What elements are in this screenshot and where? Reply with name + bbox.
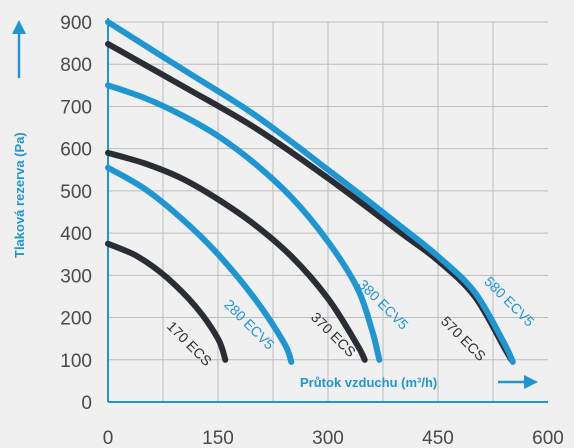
y-tick-label: 800	[60, 55, 92, 76]
series-line-380-ecv5	[105, 82, 383, 363]
axis-layer: 0 100 200 300 400 500 600 700 800 900 0 150 300 450 60…	[60, 13, 564, 448]
y-axis-arrow-head	[12, 20, 26, 34]
series-line-370-ecs	[105, 149, 368, 363]
series-layer	[105, 19, 516, 365]
y-tick-label: 700	[60, 97, 92, 118]
x-tick-label: 150	[202, 428, 234, 448]
x-tick-label: 0	[103, 428, 114, 448]
y-tick-label: 400	[60, 224, 92, 245]
y-tick-label: 300	[60, 266, 92, 287]
x-tick-label: 300	[312, 428, 344, 448]
y-axis-label: Tlaková rezerva (Pa)	[12, 132, 27, 258]
y-tick-label: 500	[60, 182, 92, 203]
x-tick-label: 600	[532, 428, 564, 448]
series-line-170-ecs	[105, 240, 229, 363]
y-tick-label: 900	[60, 13, 92, 34]
y-tick-label: 600	[60, 140, 92, 161]
x-axis-title-group: Průtok vzduchu (m³/h)	[300, 375, 538, 390]
series-line-580-ecv5	[105, 19, 516, 365]
x-axis-arrow-head	[524, 375, 538, 389]
y-tick-label: 100	[60, 351, 92, 372]
x-axis-label: Průtok vzduchu (m³/h)	[300, 375, 437, 390]
x-tick-label: 450	[422, 428, 454, 448]
series-line-280-ecv5	[105, 164, 295, 365]
y-tick-label: 0	[81, 393, 92, 414]
y-tick-label: 200	[60, 309, 92, 330]
y-axis-title-group: Tlaková rezerva (Pa)	[12, 20, 27, 258]
